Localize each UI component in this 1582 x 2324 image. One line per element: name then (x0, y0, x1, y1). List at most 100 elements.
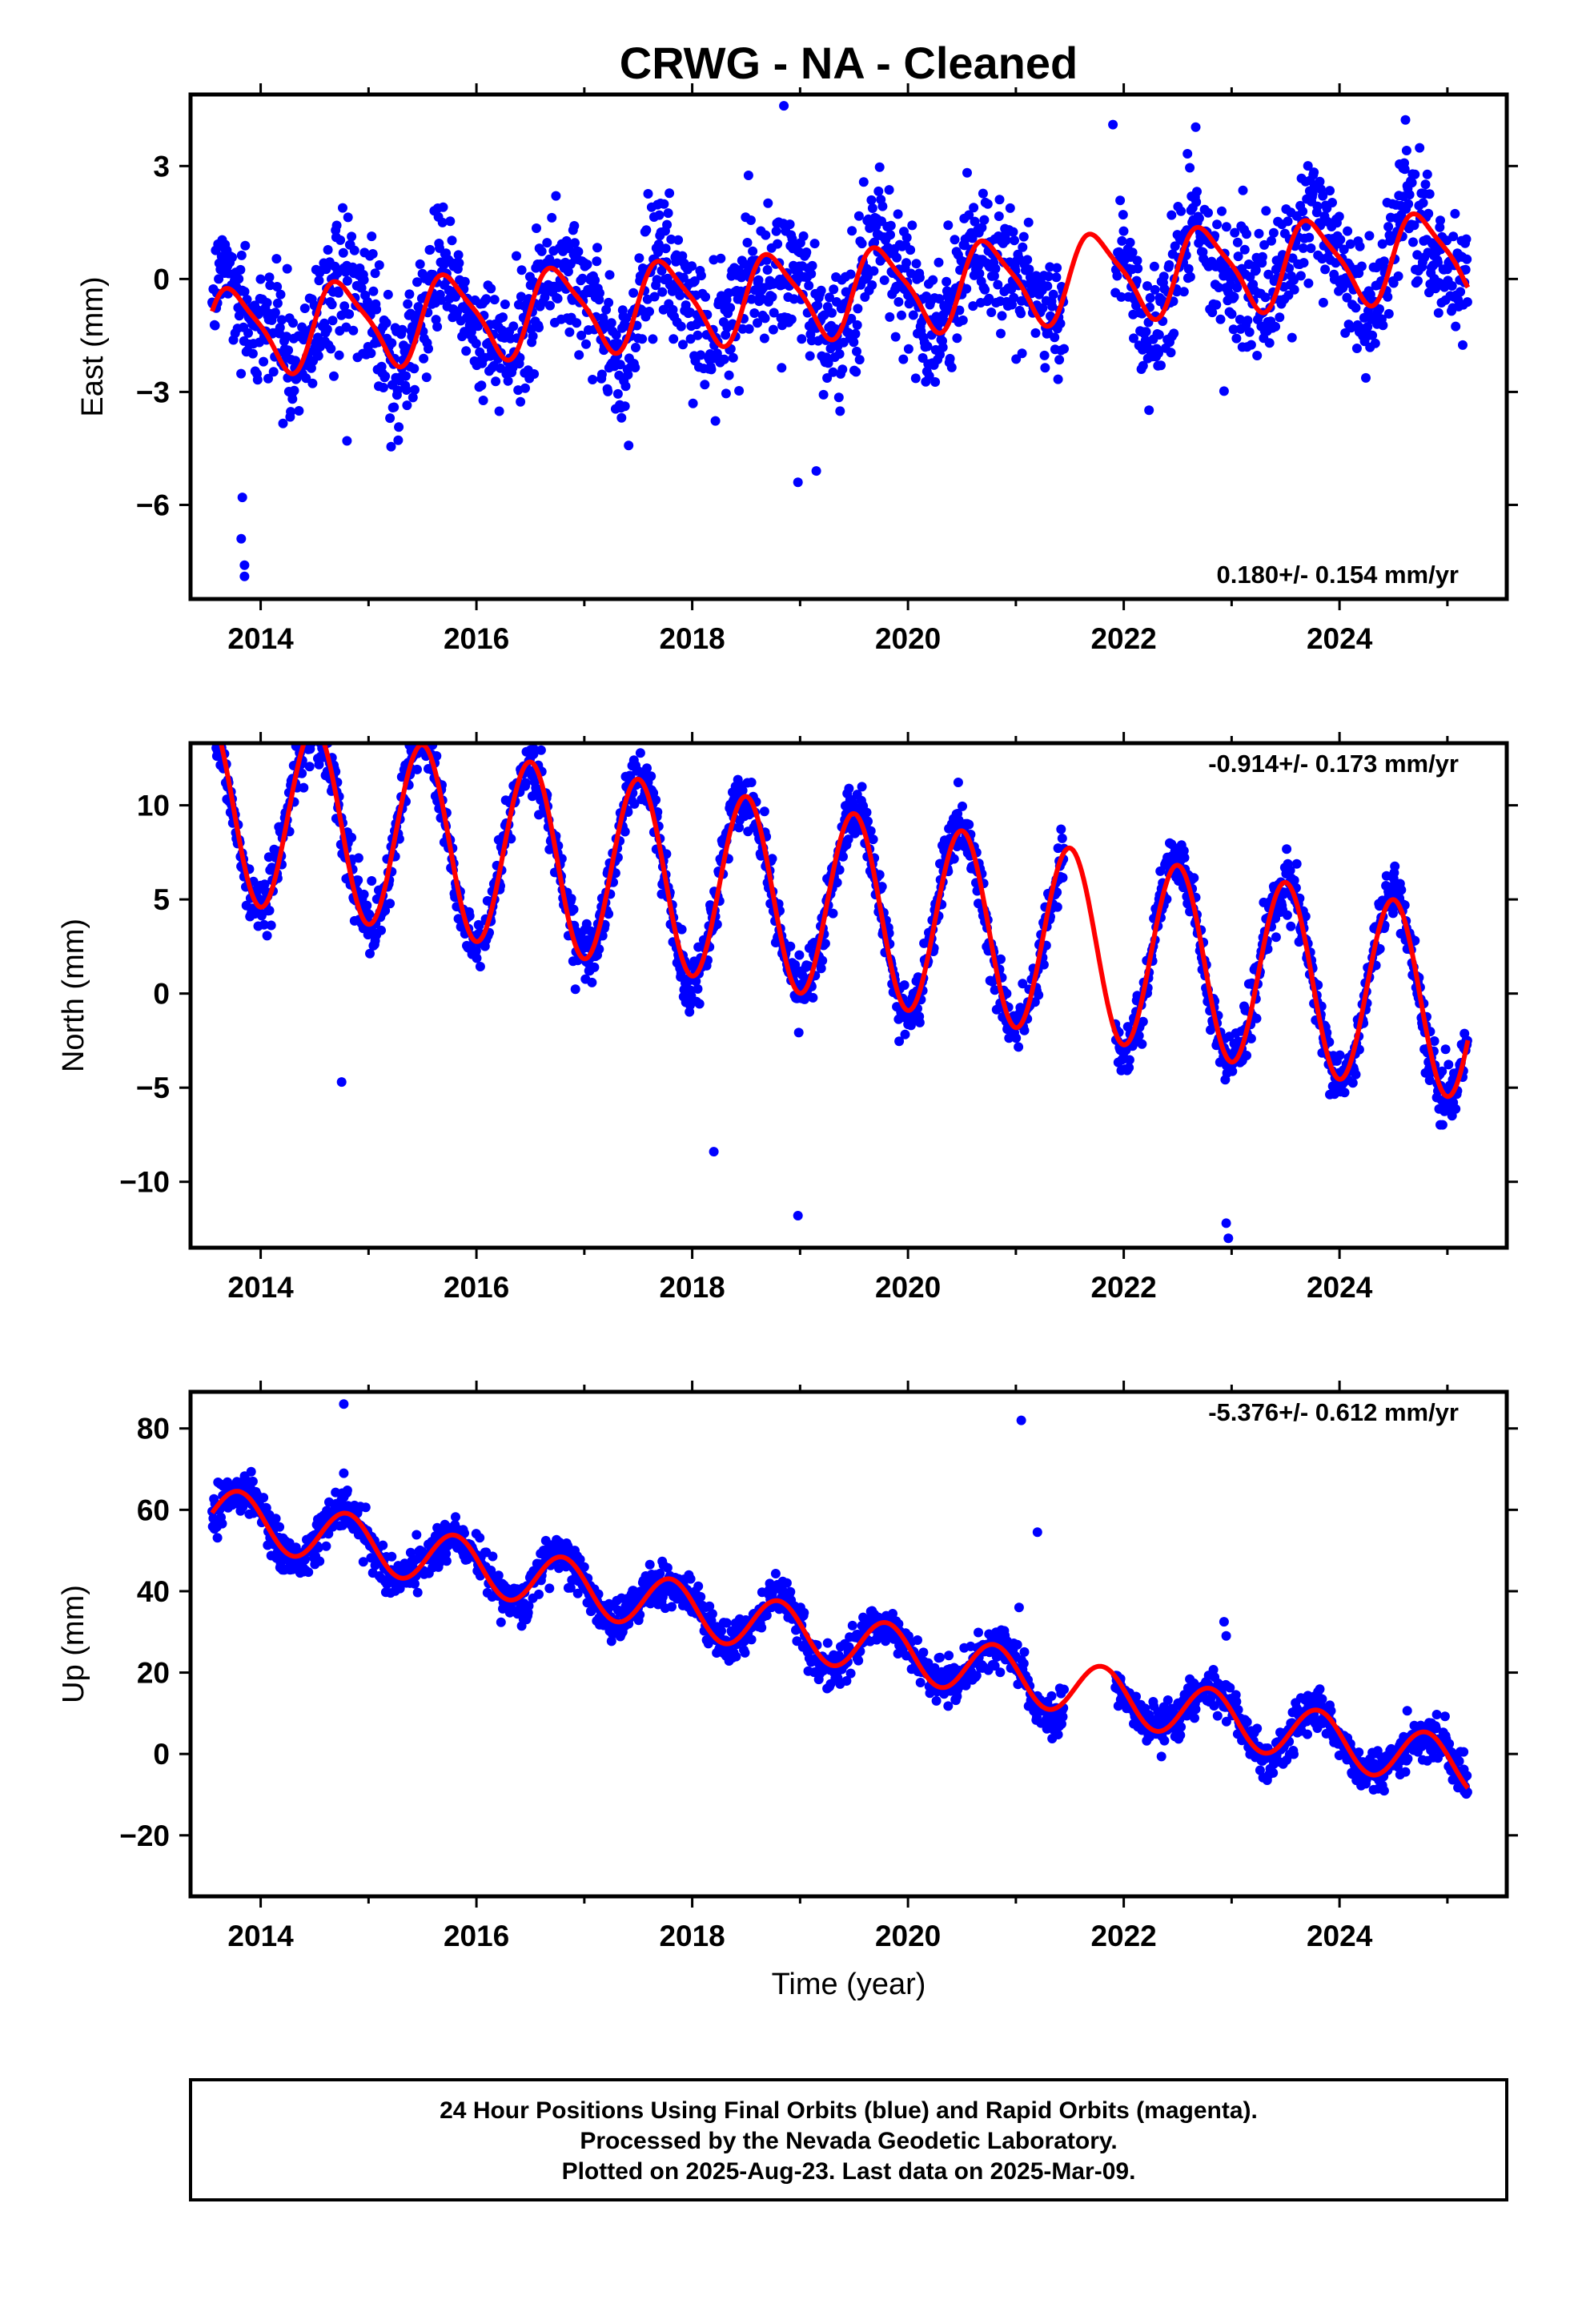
data-point (693, 1581, 704, 1591)
data-point (1388, 278, 1399, 288)
data-point (893, 209, 903, 219)
data-point (1010, 235, 1019, 246)
data-point (1295, 271, 1306, 281)
data-point (1117, 235, 1127, 246)
data-point (964, 819, 974, 830)
data-point (1300, 911, 1311, 922)
data-point (410, 384, 420, 395)
data-point (678, 272, 689, 283)
x-tick-label: 2014 (227, 1271, 294, 1304)
data-point (804, 280, 814, 291)
data-point (1299, 258, 1309, 268)
data-point (594, 944, 604, 955)
data-point (669, 334, 679, 344)
y-tick-label: 0 (153, 263, 170, 296)
data-point (958, 801, 967, 811)
data-point (303, 732, 313, 742)
data-point (831, 297, 841, 307)
x-tick-label: 2024 (1307, 1271, 1373, 1304)
data-point (536, 745, 546, 755)
data-point (1006, 284, 1017, 295)
data-point (1232, 237, 1243, 247)
data-point (853, 304, 863, 314)
data-point (323, 245, 333, 255)
data-point (1433, 257, 1443, 267)
data-point (822, 373, 833, 383)
data-point (528, 331, 538, 341)
data-point (844, 783, 854, 794)
data-point (901, 258, 911, 268)
data-point (392, 385, 403, 396)
data-point (412, 1530, 422, 1540)
data-point (478, 396, 488, 405)
data-point (691, 976, 701, 987)
data-point (781, 1578, 792, 1588)
data-point (613, 339, 624, 349)
data-point (1263, 269, 1274, 279)
data-point (542, 238, 552, 248)
data-point (1422, 169, 1432, 179)
data-point (604, 297, 614, 308)
data-point (967, 233, 978, 243)
data-point (793, 1027, 804, 1038)
outlier-point (236, 533, 247, 544)
data-point (1298, 243, 1308, 253)
data-point (356, 283, 367, 293)
data-point (1298, 207, 1308, 216)
data-point (208, 726, 218, 736)
data-point (1018, 979, 1028, 989)
data-point (547, 212, 557, 223)
data-point (1178, 287, 1189, 297)
data-point (1138, 360, 1148, 371)
data-point (1440, 1044, 1451, 1055)
data-point (1451, 1104, 1461, 1114)
data-point (1339, 1088, 1350, 1098)
data-point (1403, 199, 1414, 209)
data-point (1022, 255, 1033, 265)
data-point (348, 325, 359, 336)
data-point (1137, 1039, 1147, 1049)
data-point (869, 237, 880, 247)
data-point (1038, 303, 1048, 313)
data-point (211, 712, 220, 722)
data-point (1134, 1031, 1144, 1041)
data-point (1023, 217, 1034, 227)
data-point (415, 259, 425, 269)
data-point (259, 356, 269, 367)
data-point (930, 377, 941, 387)
data-point (453, 250, 464, 260)
data-point (1365, 289, 1375, 300)
data-point (358, 1557, 368, 1567)
data-point (656, 266, 667, 275)
data-point (275, 289, 286, 300)
data-point (673, 235, 684, 245)
data-point (451, 1512, 460, 1522)
data-point (1399, 164, 1410, 175)
data-point (771, 226, 781, 236)
data-point (414, 733, 424, 742)
data-point (1287, 332, 1297, 343)
data-point (694, 999, 705, 1009)
data-point (773, 239, 783, 249)
data-point (218, 733, 227, 742)
data-point (707, 1609, 717, 1619)
data-point (867, 203, 877, 213)
data-point (828, 367, 838, 377)
data-point (259, 919, 269, 930)
data-point (1009, 292, 1019, 303)
data-point (853, 211, 864, 221)
data-point (1289, 284, 1299, 295)
data-point (982, 199, 993, 209)
data-point (1053, 374, 1063, 384)
data-point (646, 771, 656, 782)
data-point (717, 1626, 726, 1636)
data-point (984, 293, 994, 304)
data-point (310, 720, 319, 730)
data-point (1291, 858, 1302, 869)
data-point (1418, 198, 1428, 208)
data-point (1239, 244, 1250, 255)
data-point (438, 202, 448, 212)
data-point (700, 380, 710, 390)
data-point (879, 275, 889, 285)
